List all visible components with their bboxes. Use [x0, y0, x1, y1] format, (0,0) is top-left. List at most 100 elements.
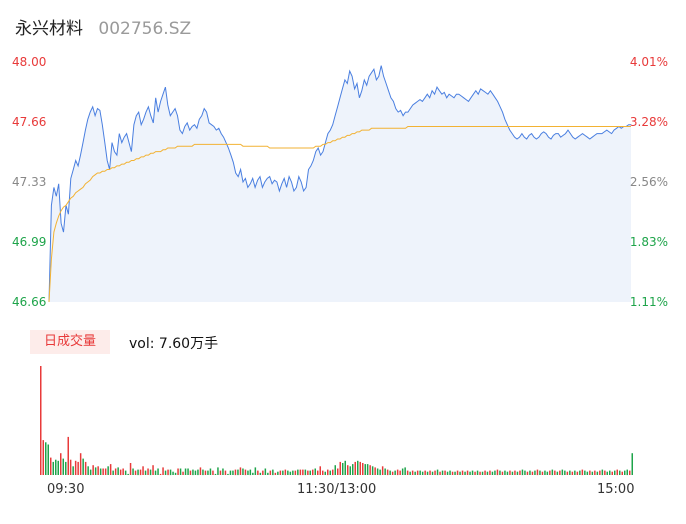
volume-bar	[481, 471, 484, 475]
volume-bar	[329, 470, 331, 475]
volume-bar	[464, 471, 466, 475]
volume-bar	[134, 470, 137, 475]
volume-bar	[257, 470, 259, 475]
volume-bar	[109, 464, 112, 475]
volume-bar	[366, 464, 369, 475]
volume-bar	[604, 470, 606, 475]
volume-bar	[50, 457, 52, 475]
volume-bar	[546, 471, 549, 475]
volume-bar	[576, 471, 579, 475]
volume-bar	[274, 472, 277, 475]
volume-bar	[117, 467, 119, 475]
volume-bar	[611, 471, 613, 475]
volume-bar	[222, 468, 224, 475]
volume-bar	[519, 470, 521, 475]
volume-bar	[439, 471, 441, 475]
volume-bar	[279, 470, 282, 475]
volume-bar	[526, 471, 529, 475]
stock-code: 002756.SZ	[98, 19, 192, 39]
volume-bar	[45, 442, 47, 475]
volume-bar	[614, 470, 616, 475]
volume-label: vol: 7.60万手	[129, 336, 219, 352]
pct-tick-label: 4.01%	[629, 55, 668, 69]
volume-bar	[474, 471, 476, 475]
volume-bar	[569, 470, 571, 475]
volume-bar	[72, 466, 74, 475]
volume-bar	[182, 471, 184, 475]
price-tick-label: 48.00	[12, 55, 47, 69]
volume-bar	[556, 471, 559, 475]
volume-bar	[342, 463, 344, 475]
volume-bar	[389, 470, 391, 475]
volume-bar	[262, 470, 264, 475]
volume-bar	[596, 471, 599, 475]
volume-bar	[486, 471, 489, 475]
volume-badge[interactable]: 日成交量	[30, 330, 110, 354]
volume-bar	[344, 460, 346, 475]
volume-bar	[362, 463, 364, 475]
volume-bar	[581, 469, 584, 476]
volume-bar	[157, 468, 159, 475]
volume-bar	[132, 468, 134, 475]
volume-bar	[394, 470, 396, 475]
volume-bar	[339, 461, 341, 475]
volume-bar	[409, 471, 411, 475]
volume-bar	[87, 466, 89, 475]
volume-bar	[249, 469, 252, 476]
volume-bar	[391, 471, 394, 475]
pct-tick-label: 1.11%	[629, 295, 668, 309]
volume-bar	[499, 470, 501, 475]
volume-bar	[541, 471, 544, 475]
volume-bar	[601, 469, 604, 476]
volume-bar	[242, 468, 244, 475]
volume-bar	[69, 459, 72, 475]
volume-bar	[172, 471, 174, 475]
volume-bar	[506, 471, 509, 475]
volume-bar	[57, 460, 59, 475]
volume-bar	[399, 470, 401, 475]
volume-bar	[152, 465, 154, 475]
volume-bar	[536, 469, 539, 476]
volume-bar	[466, 470, 469, 475]
volume-bar	[364, 464, 366, 475]
volume-bar	[337, 468, 339, 475]
volume-bar	[404, 467, 406, 475]
volume-bar	[444, 470, 446, 475]
volume-bar	[626, 469, 628, 476]
volume-bar	[102, 468, 104, 475]
volume-bar	[494, 470, 496, 475]
volume-bar	[149, 469, 152, 476]
volume-bar	[489, 470, 491, 475]
volume-bar	[317, 470, 319, 475]
volume-bar	[92, 465, 94, 475]
volume-bar	[629, 470, 631, 475]
volume-bar	[112, 470, 114, 475]
volume-bar	[269, 470, 272, 475]
volume-bar	[277, 471, 279, 475]
volume-bar	[616, 469, 618, 476]
volume-bar	[414, 471, 416, 475]
price-tick-label: 47.66	[12, 115, 47, 129]
volume-bar	[167, 469, 169, 476]
volume-bar	[441, 470, 444, 475]
volume-bar	[586, 471, 589, 475]
volume-bar	[67, 436, 69, 475]
volume-bar	[239, 467, 242, 475]
volume-bar	[162, 467, 164, 475]
volume-bar	[322, 470, 324, 475]
volume-bar	[621, 471, 623, 475]
volume-bar	[511, 471, 514, 475]
volume-bar	[461, 470, 464, 475]
volume-bar	[429, 470, 431, 475]
stock-name: 永兴材料	[15, 19, 83, 39]
volume-bar	[524, 470, 526, 475]
volume-bar	[119, 469, 122, 476]
volume-bar	[381, 466, 384, 475]
volume-bar	[302, 469, 304, 476]
volume-bar	[434, 470, 436, 475]
volume-bar	[47, 444, 49, 475]
volume-bar	[591, 471, 594, 475]
volume-bar	[352, 464, 354, 475]
volume-bar	[549, 470, 551, 475]
volume-bar	[40, 366, 42, 475]
